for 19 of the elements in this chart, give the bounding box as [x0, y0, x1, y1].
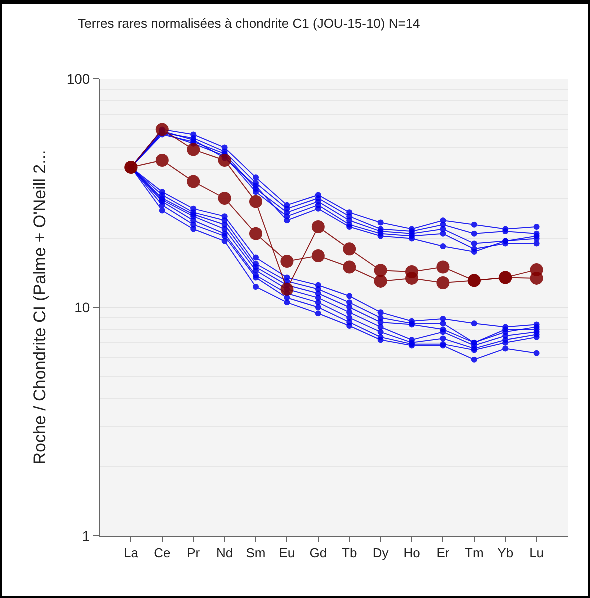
- y-tick-label: 100: [66, 70, 90, 87]
- x-tick-label: La: [124, 546, 140, 561]
- x-tick-label: Ho: [404, 546, 420, 561]
- x-tick-label: Gd: [310, 546, 328, 561]
- x-tick-label: Nd: [216, 546, 234, 561]
- x-tick-label: Pr: [187, 546, 201, 561]
- y-tick-label: 1: [82, 528, 90, 544]
- x-tick-label: Yb: [498, 546, 514, 561]
- y-tick-label: 10: [74, 299, 90, 316]
- chart-title: Terres rares normalisées à chondrite C1 (JOU-15-10) N=14: [78, 16, 420, 31]
- x-tick-label: Tm: [465, 546, 484, 561]
- y-axis-title: Roche / Chondrite CI (Palme + O'Neill 2...: [30, 150, 50, 465]
- x-tick-label: Tb: [342, 546, 358, 561]
- x-tick-label: Ce: [154, 546, 171, 561]
- x-tick-label: Dy: [372, 546, 390, 561]
- x-tick-label: Eu: [279, 546, 296, 561]
- x-tick-label: Er: [436, 546, 450, 561]
- x-tick-label: Lu: [530, 546, 544, 561]
- x-tick-label: Sm: [246, 546, 266, 561]
